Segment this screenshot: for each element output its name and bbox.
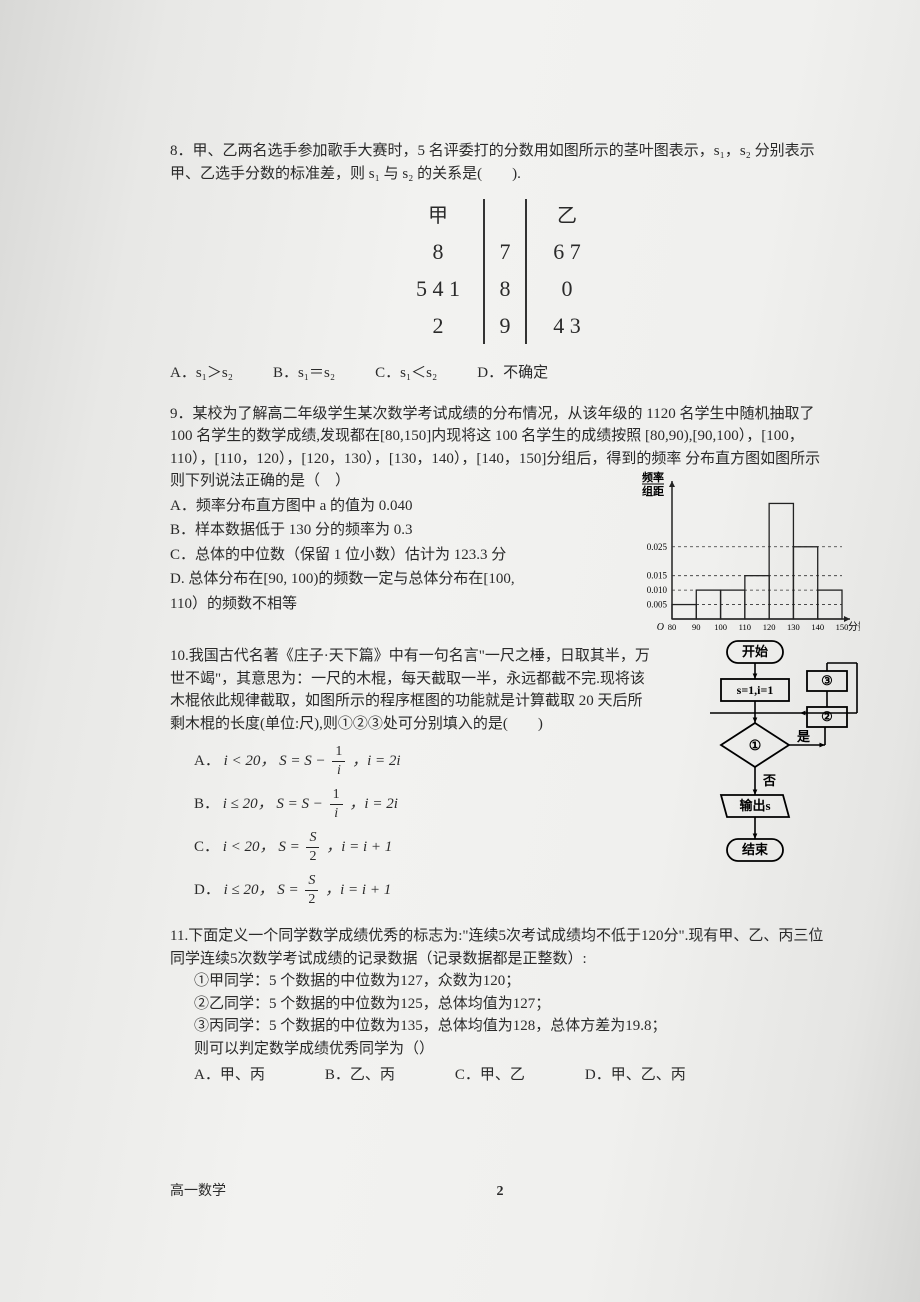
sl-head-left: 甲 <box>395 199 484 233</box>
svg-text:①: ① <box>749 739 762 754</box>
q8-opt-a: A．s₁＞s₂ <box>170 362 233 385</box>
q11-item3: ③丙同学：5 个数据的中位数为135，总体均值为128，总体方差为19.8； <box>194 1015 830 1038</box>
q11-ask: 则可以判定数学成绩优秀同学为（） <box>194 1038 830 1061</box>
q11-options: A．甲、丙 B．乙、丙 C．甲、乙 D．甲、乙、丙 <box>194 1064 830 1087</box>
question-8: 8．甲、乙两名选手参加歌手大赛时，5 名评委打的分数用如图所示的茎叶图表示，s₁… <box>170 140 830 385</box>
svg-text:80: 80 <box>668 622 677 632</box>
sl-r3-right: 4 3 <box>526 307 605 344</box>
page-footer: 高一数学 2 <box>170 1181 830 1202</box>
svg-text:分数: 分数 <box>848 620 860 633</box>
q10-stem: 10.我国古代名著《庄子·天下篇》中有一句名言"一尺之棰，日取其半，万世不竭"，… <box>170 645 650 735</box>
q11-opt-b: B．乙、丙 <box>325 1064 395 1087</box>
svg-text:结束: 结束 <box>742 842 769 857</box>
svg-text:150: 150 <box>836 622 849 632</box>
q11-opt-d: D．甲、乙、丙 <box>585 1064 686 1087</box>
stem-leaf-diagram: 甲 乙 8 7 6 7 5 4 1 8 0 2 9 4 3 <box>170 199 830 344</box>
sl-r3-left: 2 <box>395 307 484 344</box>
svg-text:组距: 组距 <box>642 484 664 498</box>
sl-head-right: 乙 <box>526 199 605 233</box>
svg-text:120: 120 <box>763 622 776 632</box>
svg-text:频率: 频率 <box>642 470 664 484</box>
sl-r2-left: 5 4 1 <box>395 270 484 307</box>
svg-text:③: ③ <box>821 673 833 688</box>
q8-opt-b: B．s₁＝s₂ <box>273 362 335 385</box>
q11-item2: ②乙同学：5 个数据的中位数为125，总体均值为127； <box>194 993 830 1016</box>
question-11: 11.下面定义一个同学数学成绩优秀的标志为:"连续5次考试成绩均不低于120分"… <box>170 925 830 1087</box>
footer-subject: 高一数学 <box>170 1181 226 1202</box>
q9-options: A．频率分布直方图中 a 的值为 0.040 B．样本数据低于 130 分的频率… <box>170 495 600 616</box>
svg-text:是: 是 <box>796 729 811 744</box>
sl-r1-stem: 7 <box>484 233 526 270</box>
svg-text:0.015: 0.015 <box>647 570 668 580</box>
svg-text:110: 110 <box>739 622 751 632</box>
svg-text:0.005: 0.005 <box>647 599 668 609</box>
q11-stem: 11.下面定义一个同学数学成绩优秀的标志为:"连续5次考试成绩均不低于120分"… <box>170 925 830 970</box>
q8-stem: 8．甲、乙两名选手参加歌手大赛时，5 名评委打的分数用如图所示的茎叶图表示，s₁… <box>170 140 830 185</box>
q11-opt-c: C．甲、乙 <box>455 1064 525 1087</box>
svg-text:0.010: 0.010 <box>647 585 668 595</box>
q9-opt-d: D. 总体分布在[90, 100)的频数一定与总体分布在[100, <box>170 568 600 591</box>
sl-r1-right: 6 7 <box>526 233 605 270</box>
q9-opt-d2: 110）的频数不相等 <box>170 593 600 616</box>
q9-opt-c: C．总体的中位数（保留 1 位小数）估计为 123.3 分 <box>170 544 600 567</box>
svg-text:②: ② <box>821 709 833 724</box>
q8-opt-c: C．s₁＜s₂ <box>375 362 437 385</box>
q9-opt-a: A．频率分布直方图中 a 的值为 0.040 <box>170 495 600 518</box>
question-9: 9．某校为了解高二年级学生某次数学考试成绩的分布情况，从该年级的 1120 名学… <box>170 403 830 616</box>
exam-page: 8．甲、乙两名选手参加歌手大赛时，5 名评委打的分数用如图所示的茎叶图表示，s₁… <box>0 0 920 1302</box>
svg-text:0.025: 0.025 <box>647 541 668 551</box>
question-10: 10.我国古代名著《庄子·天下篇》中有一句名言"一尺之棰，日取其半，万世不竭"，… <box>170 645 830 907</box>
q11-item1: ①甲同学：5 个数据的中位数为127，众数为120； <box>194 970 830 993</box>
sl-r2-right: 0 <box>526 270 605 307</box>
sl-r2-stem: 8 <box>484 270 526 307</box>
sl-r1-left: 8 <box>395 233 484 270</box>
q11-opt-a: A．甲、丙 <box>194 1064 265 1087</box>
q8-opt-d: D．不确定 <box>477 362 548 385</box>
q9-opt-b: B．样本数据低于 130 分的频率为 0.3 <box>170 519 600 542</box>
flowchart-diagram: 开始 s=1,i=1 ① 是② ③ 否输出s 结束 <box>660 635 870 925</box>
svg-text:O: O <box>657 622 664 633</box>
svg-text:130: 130 <box>787 622 800 632</box>
svg-text:100: 100 <box>714 622 727 632</box>
svg-text:开始: 开始 <box>742 644 768 659</box>
svg-text:s=1,i=1: s=1,i=1 <box>737 683 774 697</box>
svg-text:140: 140 <box>811 622 824 632</box>
q8-options: A．s₁＞s₂ B．s₁＝s₂ C．s₁＜s₂ D．不确定 <box>170 362 830 385</box>
histogram-chart: 频率组距 0.005 0.010 0.015 0.025 80 90 100 110 120 130… <box>630 469 860 639</box>
footer-page: 2 <box>497 1181 504 1202</box>
svg-text:输出s: 输出s <box>739 798 770 813</box>
sl-r3-stem: 9 <box>484 307 526 344</box>
svg-text:否: 否 <box>762 773 776 788</box>
svg-text:90: 90 <box>692 622 701 632</box>
